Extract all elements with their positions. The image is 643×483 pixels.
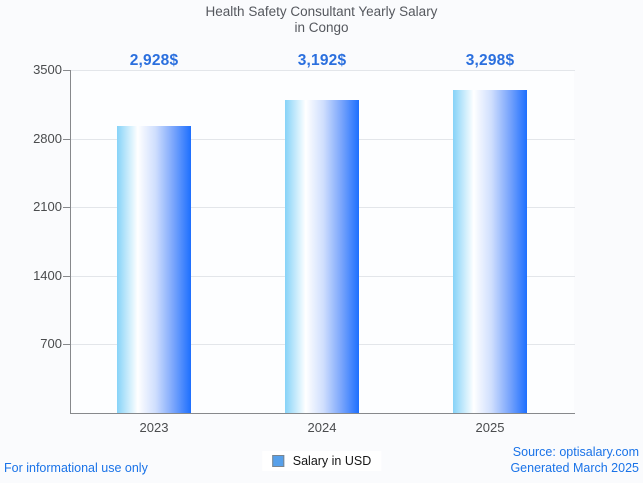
x-axis-tick-label-2023: 2023 [139,420,169,435]
chart-title-line2: in Congo [294,20,349,35]
chart-title: Health Safety Consultant Yearly Salary i… [0,4,643,36]
y-axis-tick [63,344,70,346]
bar-value-label-2023: 2,928$ [129,52,179,69]
y-axis-tick-label: 2800 [33,130,62,146]
y-axis-tick-label: 3500 [33,62,62,77]
bar-2024 [285,100,359,413]
bar-2025 [453,89,527,413]
x-axis-tick-label-2024: 2024 [307,420,337,435]
y-axis-tick [63,207,70,209]
gridline [71,70,575,71]
y-axis-tick-label: 1400 [33,267,62,283]
y-axis-tick-label: 2100 [33,199,62,215]
footer-attribution: Source: optisalary.com Generated March 2… [510,444,639,476]
footer-generated: Generated March 2025 [510,461,639,475]
bar-2023 [117,126,191,413]
legend-label: Salary in USD [292,454,372,468]
y-axis-tick [63,275,70,277]
y-axis-tick [63,70,70,71]
y-axis-line [70,70,71,414]
footer-disclaimer: For informational use only [4,461,148,475]
legend: Salary in USD [261,451,382,471]
legend-swatch-icon [271,455,284,467]
x-axis-line [70,413,575,414]
bar-value-label-2024: 3,192$ [297,52,347,69]
footer-source: Source: optisalary.com [512,445,639,459]
y-axis-tick-label: 700 [40,336,62,352]
x-axis-tick-label-2025: 2025 [475,420,505,435]
bar-value-label-2025: 3,298$ [465,52,515,69]
chart-title-line1: Health Safety Consultant Yearly Salary [205,4,438,19]
y-axis-tick [63,138,70,140]
